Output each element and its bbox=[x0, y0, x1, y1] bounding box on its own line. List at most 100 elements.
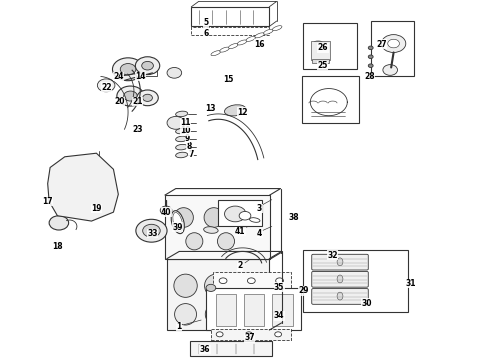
Circle shape bbox=[142, 62, 153, 70]
Ellipse shape bbox=[174, 274, 197, 297]
FancyBboxPatch shape bbox=[312, 254, 368, 270]
Text: 34: 34 bbox=[274, 311, 284, 320]
Text: 6: 6 bbox=[203, 29, 209, 38]
Circle shape bbox=[167, 67, 182, 78]
Text: 3: 3 bbox=[257, 204, 262, 213]
Bar bbox=[165, 195, 270, 259]
Bar bbox=[311, 41, 330, 60]
Ellipse shape bbox=[235, 274, 259, 297]
Ellipse shape bbox=[264, 29, 273, 34]
Ellipse shape bbox=[218, 233, 235, 250]
Ellipse shape bbox=[204, 208, 223, 227]
Text: 26: 26 bbox=[318, 43, 328, 52]
Text: 35: 35 bbox=[274, 283, 284, 292]
Text: 39: 39 bbox=[172, 222, 183, 231]
Text: 37: 37 bbox=[245, 333, 255, 342]
Ellipse shape bbox=[79, 186, 86, 189]
Text: 5: 5 bbox=[203, 18, 209, 27]
Circle shape bbox=[368, 46, 373, 50]
Ellipse shape bbox=[173, 212, 183, 232]
Bar bbox=[211, 329, 291, 340]
Text: 4: 4 bbox=[257, 229, 262, 238]
Bar bbox=[371, 21, 414, 76]
Circle shape bbox=[276, 278, 284, 284]
Ellipse shape bbox=[246, 36, 256, 41]
Text: 30: 30 bbox=[362, 299, 372, 308]
Ellipse shape bbox=[175, 128, 188, 134]
Text: 25: 25 bbox=[318, 61, 328, 70]
Ellipse shape bbox=[175, 152, 188, 158]
Ellipse shape bbox=[249, 218, 260, 222]
Circle shape bbox=[245, 332, 252, 337]
Ellipse shape bbox=[255, 33, 265, 38]
Circle shape bbox=[76, 188, 98, 204]
Circle shape bbox=[113, 58, 144, 81]
Circle shape bbox=[247, 278, 255, 284]
Bar bbox=[312, 59, 329, 63]
Circle shape bbox=[68, 174, 86, 186]
Circle shape bbox=[381, 35, 406, 53]
Text: 38: 38 bbox=[289, 213, 299, 222]
Ellipse shape bbox=[204, 274, 228, 297]
Circle shape bbox=[143, 94, 152, 102]
Ellipse shape bbox=[220, 47, 229, 52]
Circle shape bbox=[135, 57, 160, 75]
Circle shape bbox=[167, 116, 185, 129]
Ellipse shape bbox=[236, 303, 258, 325]
Circle shape bbox=[117, 86, 144, 106]
Text: 16: 16 bbox=[254, 40, 265, 49]
Text: 12: 12 bbox=[237, 108, 248, 117]
Circle shape bbox=[160, 206, 172, 215]
Ellipse shape bbox=[175, 120, 188, 126]
Ellipse shape bbox=[175, 136, 188, 142]
Ellipse shape bbox=[175, 144, 188, 150]
Text: 20: 20 bbox=[115, 97, 125, 106]
Circle shape bbox=[239, 211, 251, 220]
Bar bbox=[213, 272, 291, 289]
Bar bbox=[191, 342, 272, 356]
Text: 1: 1 bbox=[176, 322, 182, 331]
Circle shape bbox=[137, 90, 158, 106]
Circle shape bbox=[275, 332, 282, 337]
Circle shape bbox=[60, 167, 94, 193]
Bar bbox=[272, 294, 293, 326]
Bar bbox=[138, 66, 157, 76]
Circle shape bbox=[224, 206, 246, 222]
Circle shape bbox=[49, 216, 69, 230]
Ellipse shape bbox=[55, 183, 62, 186]
Circle shape bbox=[219, 278, 227, 284]
Ellipse shape bbox=[337, 275, 343, 283]
Text: 8: 8 bbox=[186, 141, 192, 150]
Text: 31: 31 bbox=[405, 279, 416, 288]
Circle shape bbox=[120, 64, 136, 75]
Circle shape bbox=[216, 332, 223, 337]
Ellipse shape bbox=[71, 183, 78, 185]
Text: 21: 21 bbox=[132, 97, 143, 106]
Text: 2: 2 bbox=[238, 261, 243, 270]
Ellipse shape bbox=[205, 303, 227, 325]
Polygon shape bbox=[48, 153, 118, 221]
Ellipse shape bbox=[272, 26, 282, 31]
Text: 15: 15 bbox=[223, 76, 234, 85]
Ellipse shape bbox=[237, 40, 247, 45]
Circle shape bbox=[136, 219, 167, 242]
Ellipse shape bbox=[174, 303, 196, 325]
Ellipse shape bbox=[174, 208, 194, 227]
Ellipse shape bbox=[337, 292, 343, 300]
Text: 22: 22 bbox=[101, 83, 111, 92]
Bar bbox=[218, 200, 262, 226]
Circle shape bbox=[368, 64, 373, 67]
Text: 41: 41 bbox=[235, 227, 245, 236]
Ellipse shape bbox=[234, 208, 254, 227]
Text: 14: 14 bbox=[135, 72, 146, 81]
Text: 24: 24 bbox=[113, 72, 123, 81]
Text: 23: 23 bbox=[133, 126, 143, 135]
Bar bbox=[303, 249, 408, 312]
Text: 27: 27 bbox=[376, 40, 387, 49]
Ellipse shape bbox=[186, 233, 203, 250]
Text: 29: 29 bbox=[298, 286, 309, 295]
Bar bbox=[244, 294, 265, 326]
Circle shape bbox=[368, 55, 373, 59]
Bar bbox=[192, 7, 270, 26]
Circle shape bbox=[98, 79, 115, 92]
